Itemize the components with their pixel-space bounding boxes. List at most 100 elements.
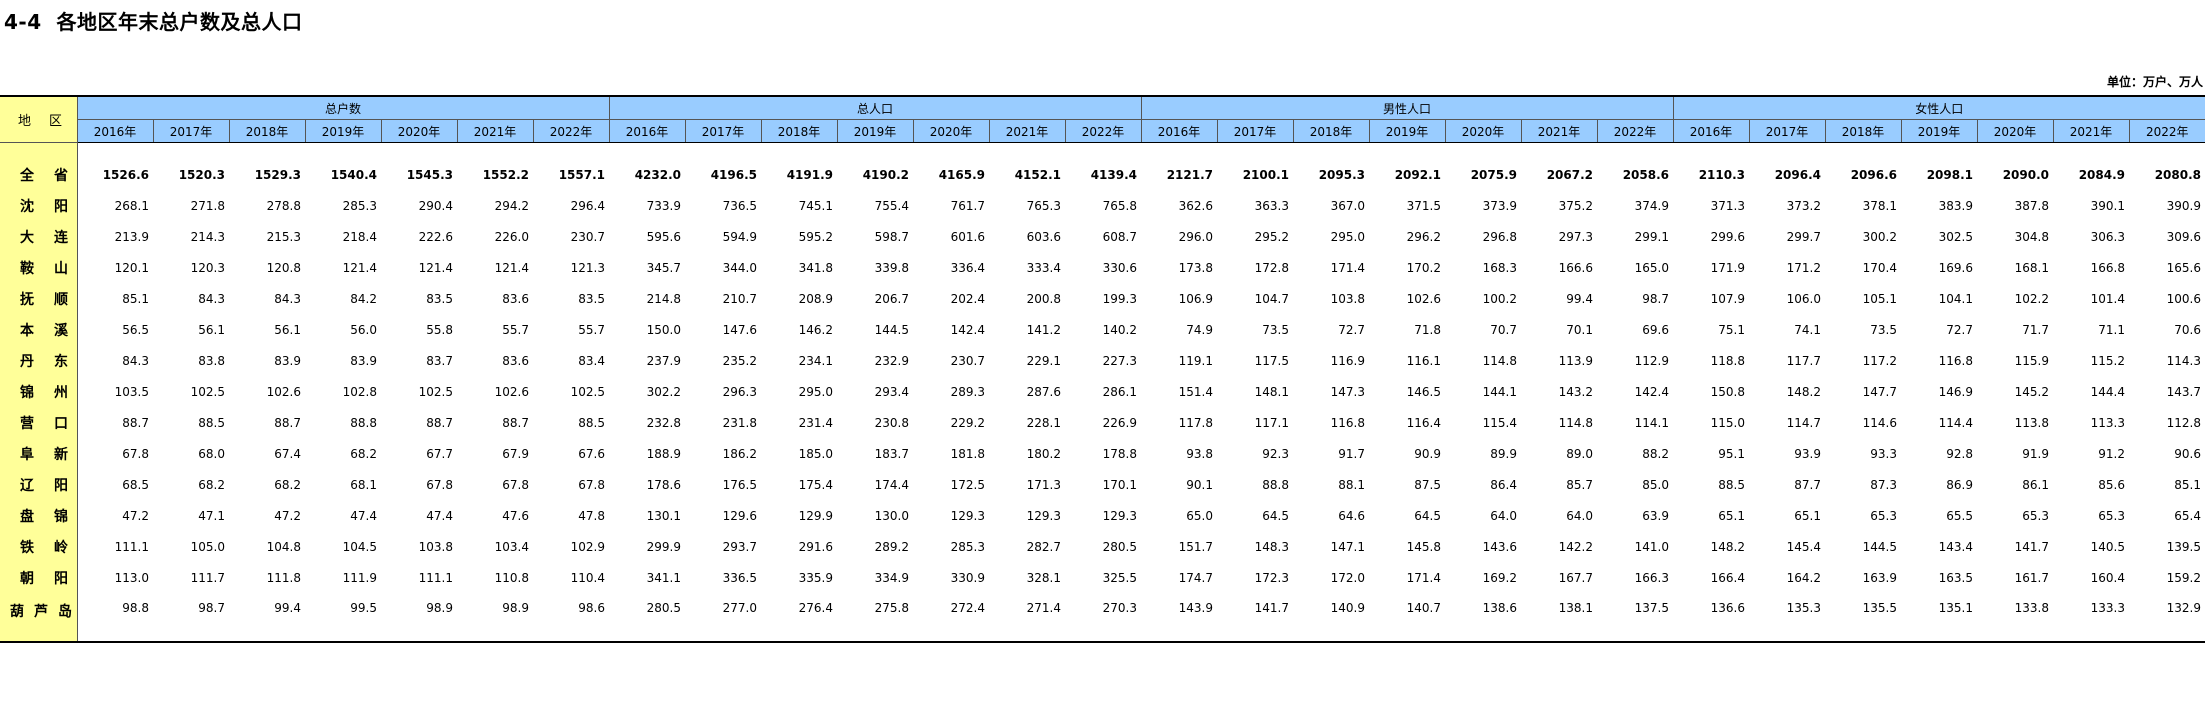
value-cell: 64.5: [1262, 508, 1289, 523]
value-cell: 330.6: [1102, 260, 1137, 275]
value-cell: 334.9: [874, 570, 909, 585]
value-cell: 295.2: [1254, 229, 1289, 244]
value-cell: 67.8: [578, 477, 605, 492]
value-cell: 172.0: [1330, 570, 1365, 585]
value-cell: 71.1: [2098, 322, 2125, 337]
value-cell: 299.1: [1634, 229, 1669, 244]
value-cell: 85.0: [1642, 477, 1669, 492]
value-cell: 169.2: [1482, 570, 1517, 585]
value-cell: 145.2: [2014, 384, 2049, 399]
value-cell: 306.3: [2090, 229, 2125, 244]
value-cell: 67.4: [274, 446, 301, 461]
value-cell: 231.4: [798, 415, 833, 430]
value-cell: 165.6: [2166, 260, 2201, 275]
value-cell: 299.6: [1710, 229, 1745, 244]
value-cell: 112.8: [2166, 415, 2201, 430]
value-cell: 163.9: [1862, 570, 1897, 585]
value-cell: 1540.4: [330, 167, 377, 182]
year-header: 2020年: [1444, 119, 1521, 143]
value-cell: 374.9: [1634, 198, 1669, 213]
value-cell: 73.5: [1262, 322, 1289, 337]
value-cell: 70.6: [2174, 322, 2201, 337]
table-row: 丹东 84.3 83.8 83.9 83.9 83.7 83.6 83.4 237.9 235.2…: [0, 345, 2205, 376]
value-cell: 174.4: [874, 477, 909, 492]
spacer-row: [0, 142, 2205, 159]
value-cell: 325.5: [1102, 570, 1137, 585]
value-cell: 296.0: [1178, 229, 1213, 244]
value-cell: 2090.0: [2002, 167, 2049, 182]
value-cell: 69.6: [1642, 322, 1669, 337]
value-cell: 142.2: [1558, 539, 1593, 554]
value-cell: 121.4: [418, 260, 453, 275]
value-cell: 68.2: [198, 477, 225, 492]
value-cell: 98.9: [381, 593, 457, 643]
value-cell: 339.8: [874, 260, 909, 275]
value-cell: 135.1: [1901, 593, 1977, 643]
value-cell: 68.1: [350, 477, 377, 492]
year-header: 2016年: [608, 119, 685, 143]
value-cell: 4196.5: [710, 167, 757, 182]
value-cell: 115.0: [1710, 415, 1745, 430]
value-cell: 116.9: [1330, 353, 1365, 368]
value-cell: 150.0: [646, 322, 681, 337]
value-cell: 300.2: [1862, 229, 1897, 244]
value-cell: 367.0: [1330, 198, 1365, 213]
value-cell: 295.0: [798, 384, 833, 399]
value-cell: 601.6: [950, 229, 985, 244]
value-cell: 90.6: [2174, 446, 2201, 461]
value-cell: 67.7: [426, 446, 453, 461]
value-cell: 4139.4: [1090, 167, 1137, 182]
value-cell: 296.2: [1406, 229, 1441, 244]
value-cell: 104.8: [266, 539, 301, 554]
population-table: 地区 总户数 总人口 男性人口 女性人口 2016年 2017年 2018年 2019年 20…: [0, 95, 2205, 643]
value-cell: 98.9: [457, 593, 533, 643]
value-cell: 67.6: [578, 446, 605, 461]
value-cell: 214.8: [646, 291, 681, 306]
value-cell: 171.2: [1786, 260, 1821, 275]
value-cell: 598.7: [874, 229, 909, 244]
unit-label: 单位：万户、万人: [2106, 75, 2203, 89]
value-cell: 144.5: [874, 322, 909, 337]
value-cell: 229.2: [950, 415, 985, 430]
value-cell: 280.5: [1102, 539, 1137, 554]
value-cell: 87.7: [1794, 477, 1821, 492]
value-cell: 116.1: [1406, 353, 1441, 368]
value-cell: 148.3: [1254, 539, 1289, 554]
value-cell: 276.4: [761, 593, 837, 643]
value-cell: 114.7: [1786, 415, 1821, 430]
value-cell: 130.0: [874, 508, 909, 523]
year-header: 2017年: [152, 119, 229, 143]
value-cell: 2096.6: [1850, 167, 1897, 182]
value-cell: 144.1: [1482, 384, 1517, 399]
value-cell: 143.4: [1938, 539, 1973, 554]
table-row: 大连 213.9 214.3 215.3 218.4 222.6 226.0 230.7 595…: [0, 221, 2205, 252]
value-cell: 87.5: [1414, 477, 1441, 492]
region-name: 锦州: [0, 376, 78, 407]
value-cell: 140.5: [2090, 539, 2125, 554]
value-cell: 287.6: [1026, 384, 1061, 399]
value-cell: 222.6: [418, 229, 453, 244]
value-cell: 362.6: [1178, 198, 1213, 213]
value-cell: 88.8: [1262, 477, 1289, 492]
year-header: 2022年: [532, 119, 609, 143]
value-cell: 309.6: [2166, 229, 2201, 244]
value-cell: 64.0: [1566, 508, 1593, 523]
value-cell: 56.1: [198, 322, 225, 337]
value-cell: 73.5: [1870, 322, 1897, 337]
value-cell: 174.7: [1178, 570, 1213, 585]
value-cell: 168.1: [2014, 260, 2049, 275]
value-cell: 114.8: [1482, 353, 1517, 368]
value-cell: 214.3: [190, 229, 225, 244]
value-cell: 92.3: [1262, 446, 1289, 461]
value-cell: 120.3: [190, 260, 225, 275]
value-cell: 85.1: [122, 291, 149, 306]
value-cell: 4191.9: [786, 167, 833, 182]
value-cell: 103.4: [494, 539, 529, 554]
value-cell: 83.7: [426, 353, 453, 368]
table-row: 沈阳 268.1 271.8 278.8 285.3 290.4 294.2 296.4 733…: [0, 190, 2205, 221]
value-cell: 86.1: [2022, 477, 2049, 492]
year-header: 2019年: [304, 119, 381, 143]
value-cell: 268.1: [114, 198, 149, 213]
value-cell: 117.1: [1254, 415, 1289, 430]
value-cell: 129.3: [1102, 508, 1137, 523]
